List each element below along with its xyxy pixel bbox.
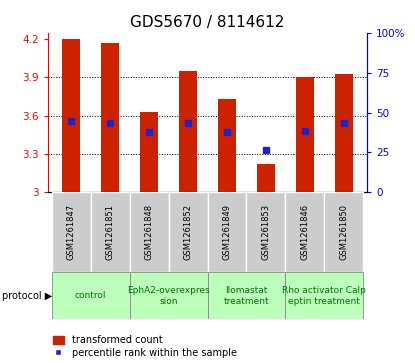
Text: GSM1261851: GSM1261851 [105, 204, 115, 260]
Text: control: control [75, 291, 106, 300]
Legend: transformed count, percentile rank within the sample: transformed count, percentile rank withi… [53, 335, 237, 358]
Bar [62, 39, 80, 192]
Text: GSM1261849: GSM1261849 [222, 204, 232, 260]
Bar [296, 77, 314, 192]
Bar [51, 272, 129, 319]
Bar [208, 272, 286, 319]
Text: Rho activator Calp
eptin treatment: Rho activator Calp eptin treatment [283, 286, 366, 306]
Text: EphA2-overexpres
sion: EphA2-overexpres sion [127, 286, 210, 306]
Bar [90, 192, 129, 272]
Text: protocol ▶: protocol ▶ [2, 291, 52, 301]
Bar [218, 99, 236, 192]
Text: Ilomastat
treatment: Ilomastat treatment [224, 286, 269, 306]
Bar [286, 192, 325, 272]
Text: GSM1261846: GSM1261846 [300, 204, 310, 260]
Bar [140, 112, 158, 192]
Bar [168, 192, 208, 272]
Text: GSM1261848: GSM1261848 [144, 204, 154, 260]
Bar [129, 192, 168, 272]
Text: GSM1261847: GSM1261847 [66, 204, 76, 260]
Title: GDS5670 / 8114612: GDS5670 / 8114612 [130, 15, 285, 30]
Bar [51, 192, 90, 272]
Bar [179, 71, 197, 192]
Bar [208, 192, 247, 272]
Bar [247, 192, 286, 272]
Bar [129, 272, 208, 319]
Bar [325, 192, 364, 272]
Text: GSM1261852: GSM1261852 [183, 204, 193, 260]
Bar [101, 43, 119, 192]
Bar [335, 74, 353, 192]
Text: GSM1261853: GSM1261853 [261, 204, 271, 260]
Bar [286, 272, 364, 319]
Bar [257, 164, 275, 192]
Text: GSM1261850: GSM1261850 [339, 204, 349, 260]
